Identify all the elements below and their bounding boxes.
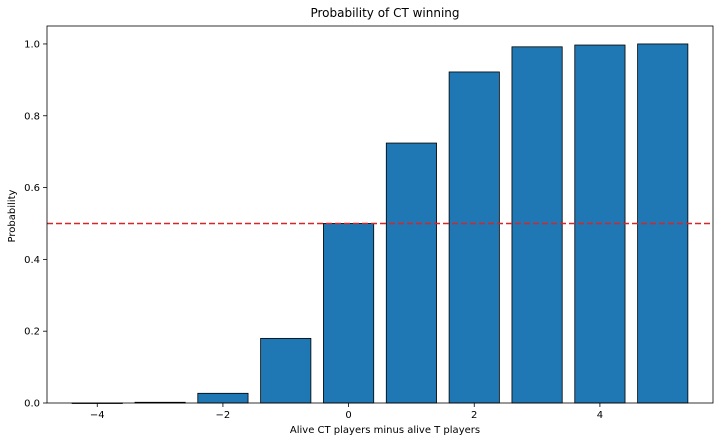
bar-1 (385, 142, 437, 404)
y-axis-ticks: 0.0 0.2 0.4 0.6 0.8 1.0 (24, 39, 47, 410)
x-tick-label: 2 (471, 410, 477, 421)
x-tick-label: −2 (216, 410, 231, 421)
bar--1 (260, 337, 312, 404)
x-axis-ticks: −4 −2 0 2 4 (90, 403, 603, 421)
y-axis-label: Probability (7, 189, 18, 242)
x-tick-label: −4 (90, 410, 105, 421)
y-tick-label: 0.4 (24, 255, 40, 266)
x-axis-label: Alive CT players minus alive T players (290, 425, 480, 436)
bar-2 (448, 71, 500, 404)
y-tick-label: 1.0 (24, 39, 40, 50)
bar--2 (197, 392, 249, 404)
x-tick-label: 4 (597, 410, 603, 421)
bar-0 (323, 223, 375, 404)
bar-3 (511, 46, 563, 404)
plot-frame (46, 25, 714, 404)
chart-title: Probability of CT winning (310, 6, 459, 20)
y-tick-label: 0.0 (24, 399, 40, 410)
y-tick-label: 0.2 (24, 327, 40, 338)
x-tick-label: 0 (345, 410, 351, 421)
y-tick-label: 0.8 (24, 111, 40, 122)
y-tick-label: 0.6 (24, 183, 40, 194)
